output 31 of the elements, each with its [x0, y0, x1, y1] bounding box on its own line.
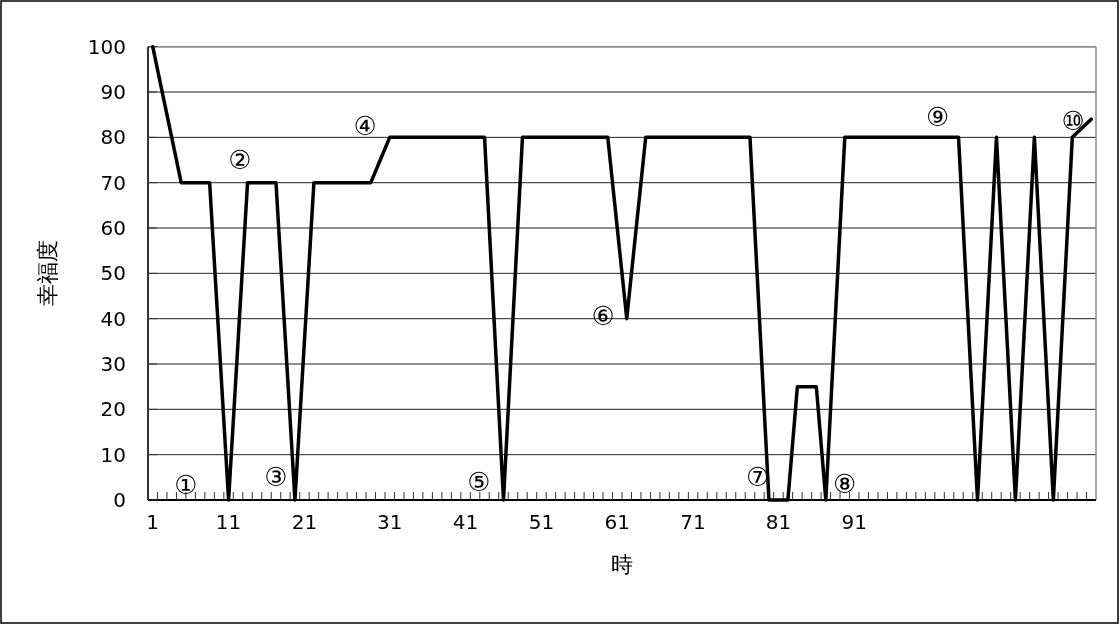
annotation: ⑤	[467, 466, 491, 497]
x-tick-label: 11	[215, 510, 242, 534]
x-tick-label: 21	[291, 510, 318, 534]
x-tick-label: 91	[841, 510, 867, 534]
x-tick-label: 61	[604, 510, 630, 534]
y-tick-label: 70	[100, 170, 126, 195]
y-axis-title: 幸福度	[35, 240, 60, 307]
annotation: ⑧	[833, 469, 857, 500]
y-tick-label: 0	[113, 488, 126, 512]
annotation: ⑩	[1061, 106, 1085, 137]
y-tick-label: 90	[100, 80, 126, 105]
y-tick-label: 20	[100, 397, 126, 422]
x-tick-label: 81	[765, 510, 792, 534]
x-tick-label: 1	[146, 510, 160, 534]
y-tick-label: 100	[87, 34, 126, 59]
annotation: ④	[353, 111, 377, 142]
x-tick-label: 31	[377, 510, 403, 534]
y-tick-label: 50	[100, 261, 126, 286]
x-tick-label: 71	[680, 510, 706, 534]
y-tick-label: 40	[100, 306, 126, 331]
annotation: ③	[264, 462, 288, 493]
y-tick-label: 10	[100, 442, 126, 467]
annotation: ⑨	[926, 101, 950, 132]
x-tick-label: 41	[452, 510, 479, 534]
y-tick-label: 80	[100, 125, 126, 150]
y-tick-label: 30	[100, 352, 126, 377]
annotation: ②	[228, 145, 252, 176]
x-tick-label: 51	[528, 510, 555, 534]
annotation: ①	[174, 470, 198, 501]
y-tick-label: 60	[100, 216, 126, 241]
x-axis-title: 時	[611, 552, 633, 577]
